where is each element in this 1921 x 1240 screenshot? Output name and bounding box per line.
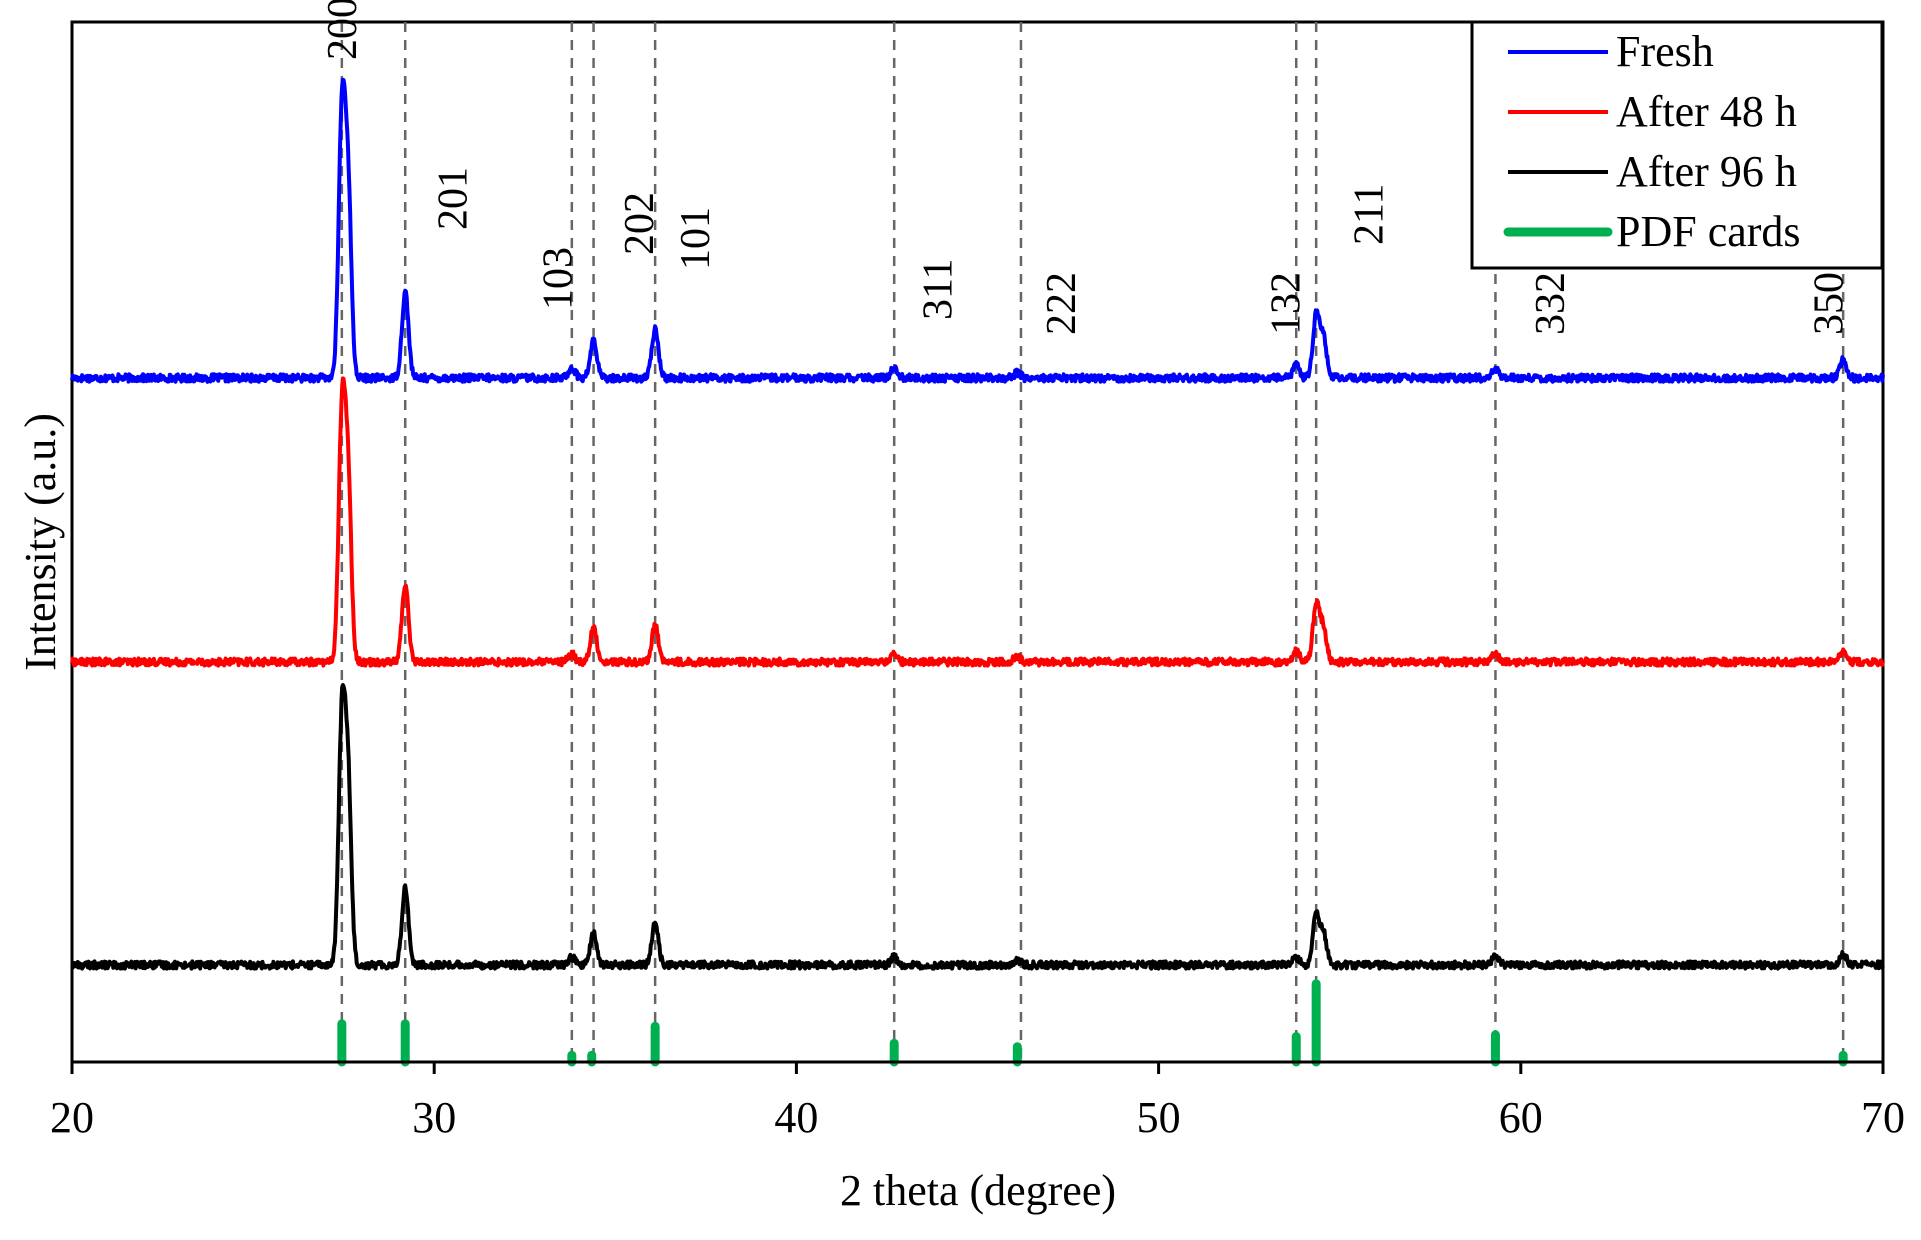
y-axis-title: Intensity (a.u.) — [16, 413, 65, 671]
legend-label: PDF cards — [1616, 207, 1801, 256]
peak-annotations: 200 201 103 202 101 311 222 132 211 332 350 — [320, 0, 1853, 335]
peak-label: 202 — [617, 192, 663, 255]
pdf-card-bars — [337, 979, 1848, 1067]
x-tick-label: 60 — [1499, 1093, 1543, 1142]
peak-label: 103 — [535, 247, 581, 310]
legend: Fresh After 48 h After 96 h PDF cards — [1470, 20, 1884, 270]
peak-label: 200 — [320, 0, 366, 60]
peak-label: 211 — [1347, 184, 1393, 245]
legend-label: After 48 h — [1616, 87, 1797, 136]
series-line-after-48-h — [70, 376, 1885, 668]
peak-label: 132 — [1263, 272, 1309, 335]
series-line-after-96-h — [70, 683, 1885, 971]
series-line-fresh — [70, 77, 1885, 384]
peak-label: 311 — [916, 259, 962, 320]
x-tick-label: 20 — [50, 1093, 94, 1142]
x-tick-label: 50 — [1137, 1093, 1181, 1142]
x-tick-label: 40 — [774, 1093, 818, 1142]
x-tick-label: 30 — [412, 1093, 456, 1142]
plot-area: 200 201 103 202 101 311 222 132 211 332 350 — [70, 0, 1885, 1067]
x-axis-title: 2 theta (degree) — [840, 1166, 1116, 1215]
peak-label: 201 — [430, 167, 476, 230]
legend-box — [1470, 20, 1884, 270]
peak-label: 332 — [1528, 272, 1574, 335]
peak-label: 222 — [1039, 272, 1085, 335]
series-lines — [70, 77, 1885, 971]
x-axis: 20 30 40 50 60 70 — [50, 1062, 1905, 1142]
legend-label: After 96 h — [1616, 147, 1797, 196]
peak-label: 350 — [1807, 272, 1853, 335]
x-tick-label: 70 — [1861, 1093, 1905, 1142]
peak-label: 101 — [673, 207, 719, 270]
legend-label: Fresh — [1616, 27, 1714, 76]
